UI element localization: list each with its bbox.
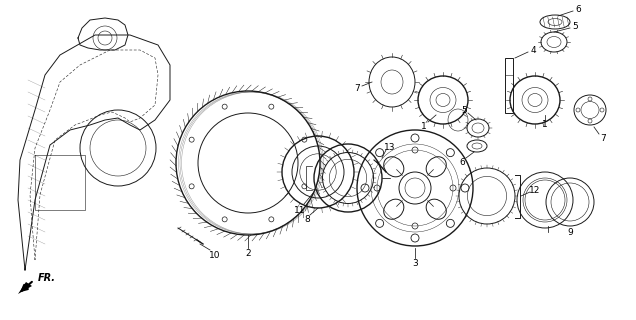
- Text: 4: 4: [530, 45, 536, 54]
- Text: 3: 3: [412, 260, 418, 268]
- Text: 7: 7: [600, 133, 606, 142]
- Text: 7: 7: [354, 84, 360, 92]
- Text: 13: 13: [384, 142, 396, 151]
- Text: 5: 5: [572, 21, 578, 30]
- Text: 1: 1: [421, 122, 427, 131]
- Text: 1: 1: [542, 119, 548, 129]
- Text: 12: 12: [529, 186, 541, 195]
- Text: 10: 10: [209, 251, 221, 260]
- Text: 6: 6: [459, 157, 465, 166]
- Polygon shape: [18, 282, 32, 294]
- Text: 6: 6: [575, 4, 581, 13]
- Text: 11: 11: [294, 205, 306, 214]
- Bar: [505, 58, 513, 113]
- Text: 8: 8: [304, 214, 310, 223]
- Text: 2: 2: [245, 250, 251, 259]
- Text: 5: 5: [461, 106, 467, 115]
- Text: FR.: FR.: [38, 273, 56, 283]
- Text: 9: 9: [567, 228, 573, 236]
